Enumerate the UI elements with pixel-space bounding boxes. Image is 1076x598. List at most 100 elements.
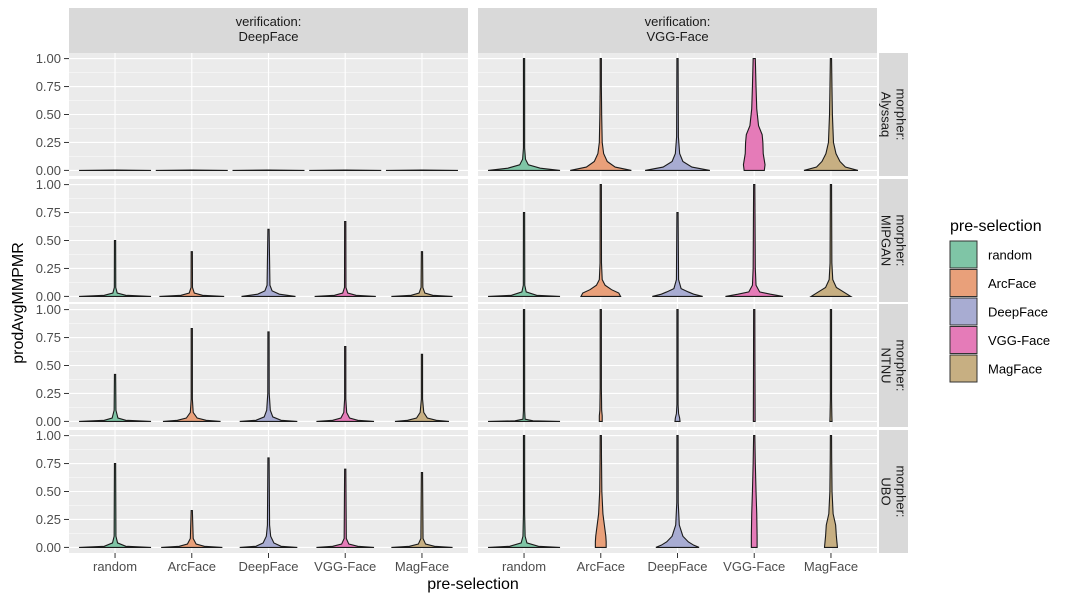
violin-deepface <box>239 457 298 548</box>
legend-swatch <box>949 297 978 326</box>
violin-deepface <box>655 435 700 548</box>
y-tick-label: 1.00 <box>36 177 61 192</box>
violin-arcface <box>162 328 221 422</box>
y-tick-label: 0.00 <box>36 163 61 178</box>
panel <box>478 304 877 427</box>
violin-magface <box>809 184 853 297</box>
panel <box>69 304 468 427</box>
legend-title: pre-selection <box>950 218 1042 235</box>
x-tick-label: VGG-Face <box>723 559 785 574</box>
violin-random <box>79 373 152 422</box>
y-tick-label: 0.25 <box>36 135 61 150</box>
legend-label: VGG-Face <box>988 333 1050 348</box>
y-tick-label: 1.00 <box>36 428 61 443</box>
legend-swatch <box>949 354 978 383</box>
legend: pre-selection random ArcFace DeepFace VGG-F… <box>949 218 1050 383</box>
y-tick-label: 0.00 <box>36 540 61 555</box>
violin-deepface <box>652 212 703 297</box>
violin-magface <box>829 309 833 422</box>
violin-vgg-face <box>752 309 756 422</box>
y-tick-label: 0.00 <box>36 289 61 304</box>
legend-label: MagFace <box>988 362 1042 377</box>
column-strip-label: verification: VGG-Face <box>645 14 711 44</box>
violin-vgg-face <box>742 58 766 171</box>
chart-axes: 0.000.250.500.751.000.000.250.500.751.00… <box>36 51 858 574</box>
column-strip <box>69 8 468 53</box>
row-strip <box>879 53 908 176</box>
y-tick-label: 0.50 <box>36 233 61 248</box>
y-tick-label: 0.50 <box>36 484 61 499</box>
violin-deepface <box>239 331 298 422</box>
row-strip-label: morpher:UBO <box>879 465 909 517</box>
y-tick-label: 0.00 <box>36 414 61 429</box>
x-tick-label: MagFace <box>395 559 449 574</box>
violin-vgg-face <box>314 220 376 297</box>
x-tick-label: DeepFace <box>239 559 299 574</box>
violin-magface <box>823 435 839 548</box>
violin-deepface <box>674 309 681 422</box>
y-tick-label: 1.00 <box>36 51 61 66</box>
violin-arcface <box>161 509 223 548</box>
violin-deepface <box>644 58 711 171</box>
chart-panels <box>69 53 877 553</box>
legend-item-deepface: DeepFace <box>949 297 1048 326</box>
panel <box>69 53 468 176</box>
x-tick-label: ArcFace <box>168 559 216 574</box>
facet-strips: verification: DeepFace verification: VGG-Fa… <box>69 8 909 553</box>
violin-magface <box>391 251 453 297</box>
y-tick-label: 0.25 <box>36 512 61 527</box>
column-strip-label: verification: DeepFace <box>236 14 302 44</box>
violin-arcface <box>580 184 622 297</box>
row-strip-label: morpher:NTNU <box>879 339 909 391</box>
row-strip-label: morpher:MIPGAN <box>879 214 909 266</box>
x-axis-title: pre-selection <box>427 576 519 593</box>
legend-swatch <box>949 326 978 354</box>
violin-magface <box>391 471 453 548</box>
column-strip <box>478 8 877 53</box>
violin-magface <box>803 58 859 171</box>
violin-magface <box>394 353 450 422</box>
violin-arcface <box>570 58 632 171</box>
violin-deepface <box>241 228 296 297</box>
legend-item-arcface: ArcFace <box>949 269 1036 297</box>
violin-vgg-face <box>316 345 375 422</box>
y-tick-label: 1.00 <box>36 302 61 317</box>
x-tick-label: VGG-Face <box>314 559 376 574</box>
violin-random <box>488 212 561 297</box>
violin-vgg-face <box>725 184 784 297</box>
panel <box>478 53 877 176</box>
legend-item-vgg-face: VGG-Face <box>949 326 1050 354</box>
y-tick-label: 0.75 <box>36 205 61 220</box>
legend-label: DeepFace <box>988 305 1048 320</box>
violin-arcface <box>598 309 603 422</box>
x-tick-label: random <box>93 559 137 574</box>
y-tick-label: 0.25 <box>36 261 61 276</box>
legend-item-random: random <box>949 240 1032 269</box>
violin-random <box>488 309 561 422</box>
x-tick-label: random <box>502 559 546 574</box>
legend-swatch <box>949 269 978 297</box>
legend-label: random <box>988 248 1032 263</box>
y-tick-label: 0.75 <box>36 456 61 471</box>
panel <box>478 430 877 553</box>
violin-random <box>488 435 561 548</box>
violin-vgg-face <box>750 435 758 548</box>
y-tick-label: 0.25 <box>36 386 61 401</box>
violin-random <box>79 463 152 548</box>
y-tick-label: 0.50 <box>36 358 61 373</box>
legend-swatch <box>949 240 978 269</box>
x-tick-label: ArcFace <box>577 559 625 574</box>
x-tick-label: MagFace <box>804 559 858 574</box>
violin-random <box>487 58 561 171</box>
legend-item-magface: MagFace <box>949 354 1042 383</box>
legend-label: ArcFace <box>988 276 1036 291</box>
violin-random <box>79 239 152 297</box>
panel <box>478 179 877 302</box>
violin-arcface <box>159 251 225 297</box>
y-tick-label: 0.50 <box>36 107 61 122</box>
row-strip <box>879 304 908 427</box>
x-tick-label: DeepFace <box>648 559 708 574</box>
violin-vgg-face <box>316 468 375 548</box>
panel <box>69 179 468 302</box>
